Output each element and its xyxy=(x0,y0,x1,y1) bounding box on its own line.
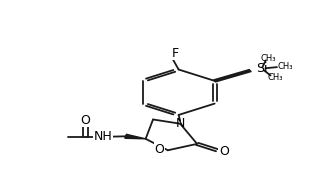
Text: F: F xyxy=(172,47,179,60)
Text: O: O xyxy=(219,145,229,158)
Text: Si: Si xyxy=(256,62,267,75)
Text: N: N xyxy=(175,117,185,130)
Text: CH₃: CH₃ xyxy=(278,62,293,71)
Text: CH₃: CH₃ xyxy=(268,73,283,82)
Text: CH₃: CH₃ xyxy=(260,54,276,63)
Text: O: O xyxy=(81,114,91,127)
Text: NH: NH xyxy=(94,130,113,143)
Text: O: O xyxy=(154,143,164,156)
Polygon shape xyxy=(125,134,146,139)
